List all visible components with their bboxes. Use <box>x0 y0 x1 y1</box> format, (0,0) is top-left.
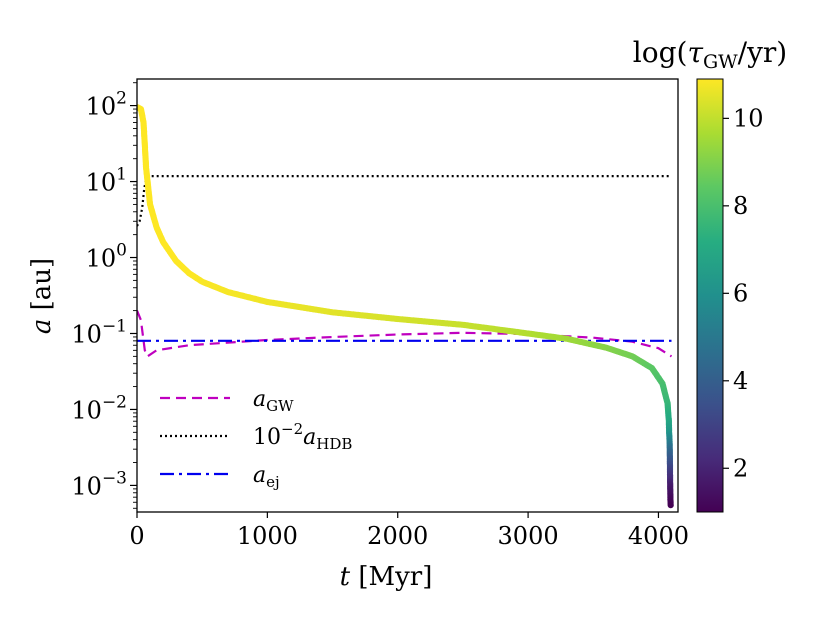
plot-area <box>137 104 674 509</box>
x-axis-ticks: 0 1000 2000 3000 4000 <box>129 512 689 550</box>
colorbar-tick-label: 2 <box>733 454 748 482</box>
x-axis-label: t [Myr] <box>340 562 433 592</box>
x-tick-label: 3000 <box>498 522 559 550</box>
y-tick-label: 10−1 <box>71 316 127 348</box>
series-lines <box>137 175 673 359</box>
legend-label-a_ej: aej <box>253 463 280 491</box>
y-tick-label: 101 <box>86 165 127 197</box>
colorbar-ticks: 2 4 6 8 10 <box>723 104 764 482</box>
legend: aGW 10−2aHDB aej <box>160 387 352 491</box>
x-tick-label: 2000 <box>367 522 428 550</box>
colorbar-tick-label: 8 <box>733 192 748 220</box>
evolution-track <box>137 104 674 509</box>
y-tick-label: 100 <box>86 241 127 273</box>
colorbar <box>696 78 724 513</box>
colorbar-tick-label: 4 <box>733 367 748 395</box>
y-axis-ticks: 102 101 100 10−1 10−2 10−3 <box>71 82 137 509</box>
x-tick-label: 0 <box>129 522 144 550</box>
axes-frame <box>136 78 679 513</box>
legend-label-10^-2 a_HDB: 10−2aHDB <box>253 420 352 453</box>
track-point <box>667 502 674 509</box>
colorbar-title: log(τGW/yr) <box>633 36 787 73</box>
y-tick-label: 10−3 <box>71 468 127 500</box>
y-tick-label: 10−2 <box>71 392 127 424</box>
colorbar-tick-label: 6 <box>733 279 748 307</box>
series-line-10^-2 a_HDB <box>137 175 672 227</box>
y-tick-label: 102 <box>86 89 127 121</box>
y-axis-label: a [au] <box>27 258 57 334</box>
x-tick-label: 1000 <box>237 522 298 550</box>
x-tick-label: 4000 <box>628 522 689 550</box>
legend-label-a_GW: aGW <box>253 387 294 415</box>
colorbar-tick-label: 10 <box>733 104 764 132</box>
